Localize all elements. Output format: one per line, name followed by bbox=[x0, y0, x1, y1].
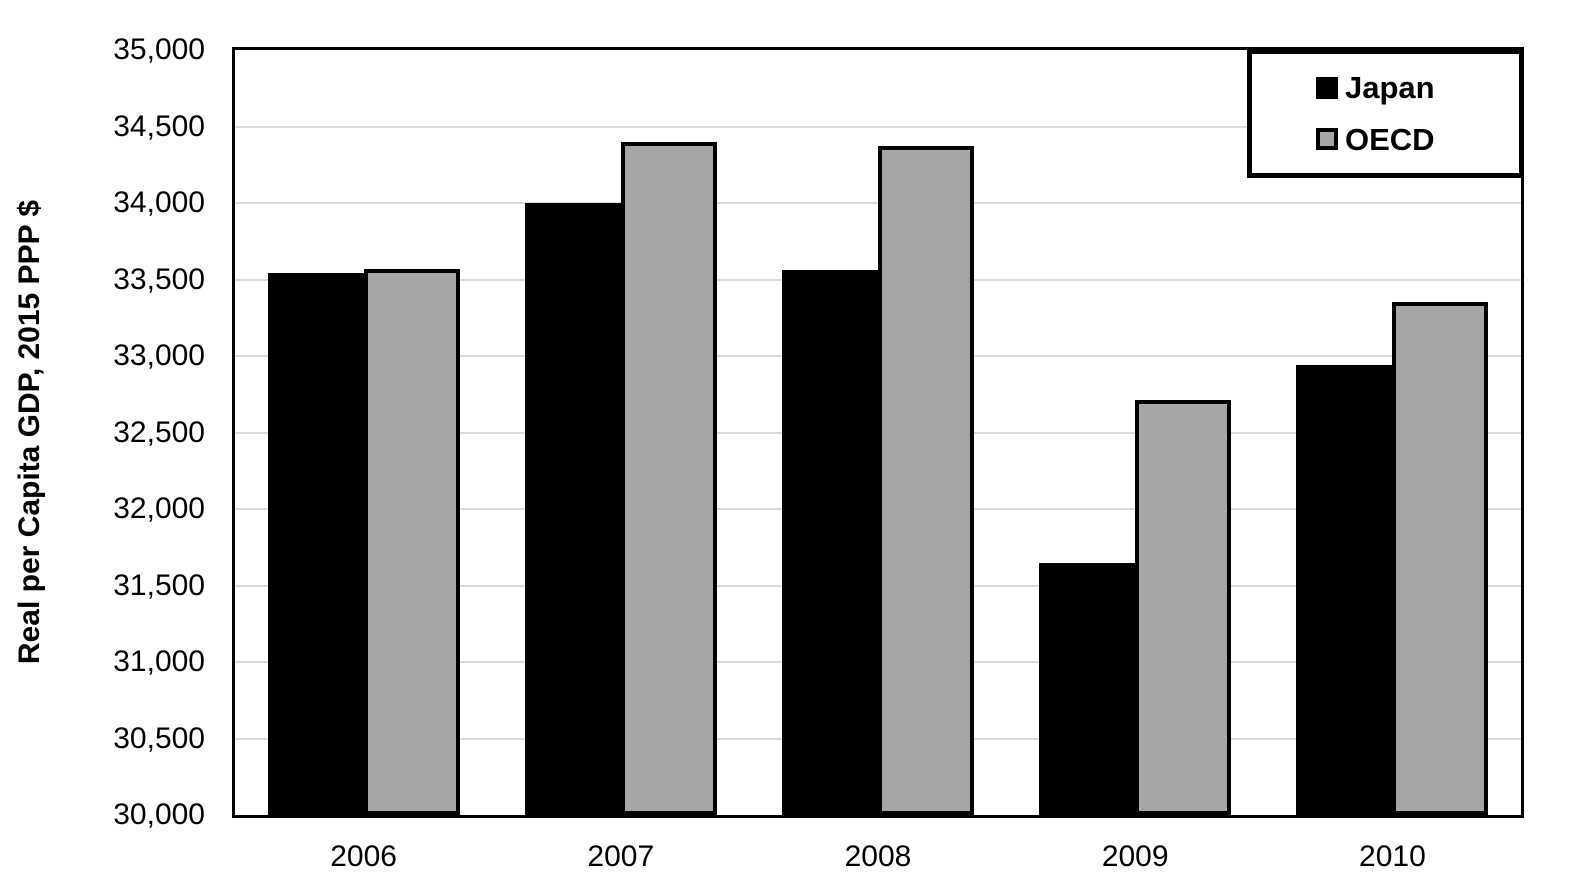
x-tick-label-2009: 2009 bbox=[1101, 840, 1169, 873]
bar-japan-2009 bbox=[1039, 562, 1136, 815]
gridline-34500 bbox=[235, 125, 1521, 128]
y-tick-label-33000: 33,000 bbox=[113, 339, 205, 372]
oecd-series-marker-icon bbox=[1316, 128, 1338, 151]
y-tick-label-30000: 30,000 bbox=[113, 798, 205, 831]
x-tick-label-2010: 2010 bbox=[1359, 840, 1426, 873]
japan-series-marker-icon bbox=[1316, 76, 1338, 99]
legend-item-japan: Japan bbox=[1316, 72, 1519, 103]
y-tick-label-34000: 34,000 bbox=[113, 186, 205, 219]
y-tick-label-32500: 32,500 bbox=[113, 415, 205, 449]
legend-item-oecd: OECD bbox=[1316, 124, 1519, 155]
bar-japan-2007 bbox=[524, 203, 621, 815]
y-tick-label-33500: 33,500 bbox=[113, 262, 205, 296]
bar-japan-2010 bbox=[1296, 365, 1393, 815]
bar-oecd-2010 bbox=[1392, 302, 1489, 815]
bar-japan-2008 bbox=[782, 270, 878, 815]
x-tick-label-2006: 2006 bbox=[330, 840, 397, 873]
x-tick-label-2008: 2008 bbox=[844, 840, 912, 873]
y-tick-label-31500: 31,500 bbox=[113, 568, 205, 602]
y-tick-label-30500: 30,500 bbox=[113, 721, 205, 755]
x-tick-label-2007: 2007 bbox=[587, 840, 655, 873]
y-tick-label-35000: 35,000 bbox=[113, 33, 205, 66]
y-tick-label-31000: 31,000 bbox=[113, 645, 205, 678]
legend-label-oecd: OECD bbox=[1345, 121, 1435, 157]
bar-oecd-2008 bbox=[878, 146, 974, 815]
bar-oecd-2006 bbox=[363, 268, 460, 815]
bar-japan-2006 bbox=[267, 273, 364, 815]
bar-oecd-2009 bbox=[1135, 400, 1232, 815]
bar-oecd-2007 bbox=[620, 141, 717, 815]
legend: Japan OECD bbox=[1247, 49, 1524, 178]
legend-label-japan: Japan bbox=[1345, 70, 1435, 106]
y-tick-label-32000: 32,000 bbox=[113, 492, 205, 525]
y-tick-label-34500: 34,500 bbox=[113, 109, 205, 143]
